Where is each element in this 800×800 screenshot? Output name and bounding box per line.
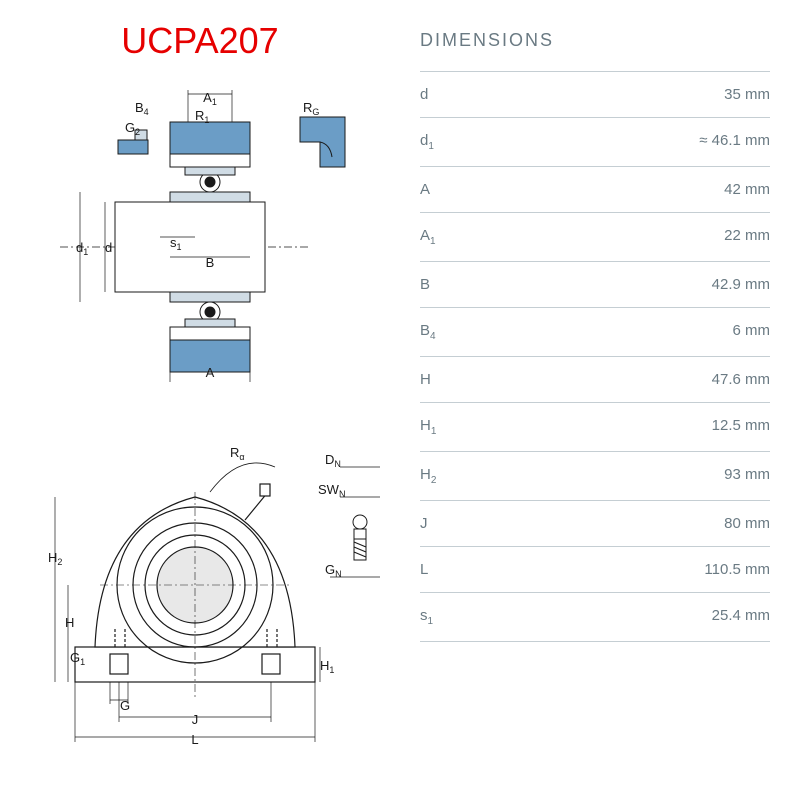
svg-text:B4: B4 [135,100,149,117]
svg-text:R1: R1 [195,108,209,125]
dimensions-header: DIMENSIONS [420,30,770,51]
dimension-row: B4 6 mm [420,307,770,356]
dimension-row: L 110.5 mm [420,546,770,592]
dimensions-table: d 35 mm d1 ≈ 46.1 mm A 42 mm A1 22 mm B 42.9 mm B4… [420,71,770,642]
dimension-label: A1 [420,227,436,247]
svg-text:A: A [206,365,215,380]
svg-text:d1: d1 [76,240,88,257]
dimension-label: s1 [420,607,433,627]
dimension-label: B4 [420,322,436,342]
dimension-value: 22 mm [724,227,770,244]
svg-text:GN: GN [325,562,342,579]
dimension-label: B [420,276,430,293]
dimension-row: s1 25.4 mm [420,592,770,642]
dimension-label: H1 [420,417,436,437]
dimension-row: H2 93 mm [420,451,770,500]
dimension-value: 6 mm [733,322,771,339]
dimension-value: 47.6 mm [712,371,770,388]
diagram-panel: UCPA207 [0,0,400,800]
dimension-label: J [420,515,428,532]
dimension-row: d1 ≈ 46.1 mm [420,117,770,166]
svg-text:A1: A1 [203,90,217,107]
svg-text:SWN: SWN [318,482,345,499]
dimension-label: L [420,561,428,578]
dimension-row: B 42.9 mm [420,261,770,307]
svg-text:DN: DN [325,452,341,469]
front-view-diagram: Rα DN SWN GN H2 H G1 H1 G J L [20,402,400,752]
dimension-row: A1 22 mm [420,212,770,261]
dimension-value: 25.4 mm [712,607,770,624]
dimension-value: 42.9 mm [712,276,770,293]
svg-text:d: d [105,240,112,255]
dimension-row: J 80 mm [420,500,770,546]
dimension-value: 12.5 mm [712,417,770,434]
dimension-row: H1 12.5 mm [420,402,770,451]
dimension-value: 80 mm [724,515,770,532]
dimension-row: d 35 mm [420,71,770,117]
svg-text:G2: G2 [125,120,140,137]
technical-drawings: B4 G2 A1 R1 RG d1 d s1 B A [10,72,390,792]
svg-text:J: J [192,712,199,727]
dimension-value: 35 mm [724,86,770,103]
dimension-row: H 47.6 mm [420,356,770,402]
svg-text:L: L [191,732,198,747]
dimension-label: H [420,371,431,388]
dimension-label: d [420,86,428,103]
dimension-label: H2 [420,466,436,486]
dimension-value: 110.5 mm [704,561,770,578]
svg-text:H: H [65,615,74,630]
svg-text:H1: H1 [320,658,334,675]
svg-text:RG: RG [303,100,319,117]
dimension-row: A 42 mm [420,166,770,212]
dimension-value: 42 mm [724,181,770,198]
dimension-label: A [420,181,430,198]
dimension-label: d1 [420,132,434,152]
dimensions-panel: DIMENSIONS d 35 mm d1 ≈ 46.1 mm A 42 mm A1 22 m… [400,0,800,800]
part-number-title: UCPA207 [10,20,390,62]
cross-section-diagram: B4 G2 A1 R1 RG d1 d s1 B A [20,72,390,382]
dimension-value: ≈ 46.1 mm [699,132,770,149]
dimension-value: 93 mm [724,466,770,483]
svg-text:Rα: Rα [230,445,245,462]
